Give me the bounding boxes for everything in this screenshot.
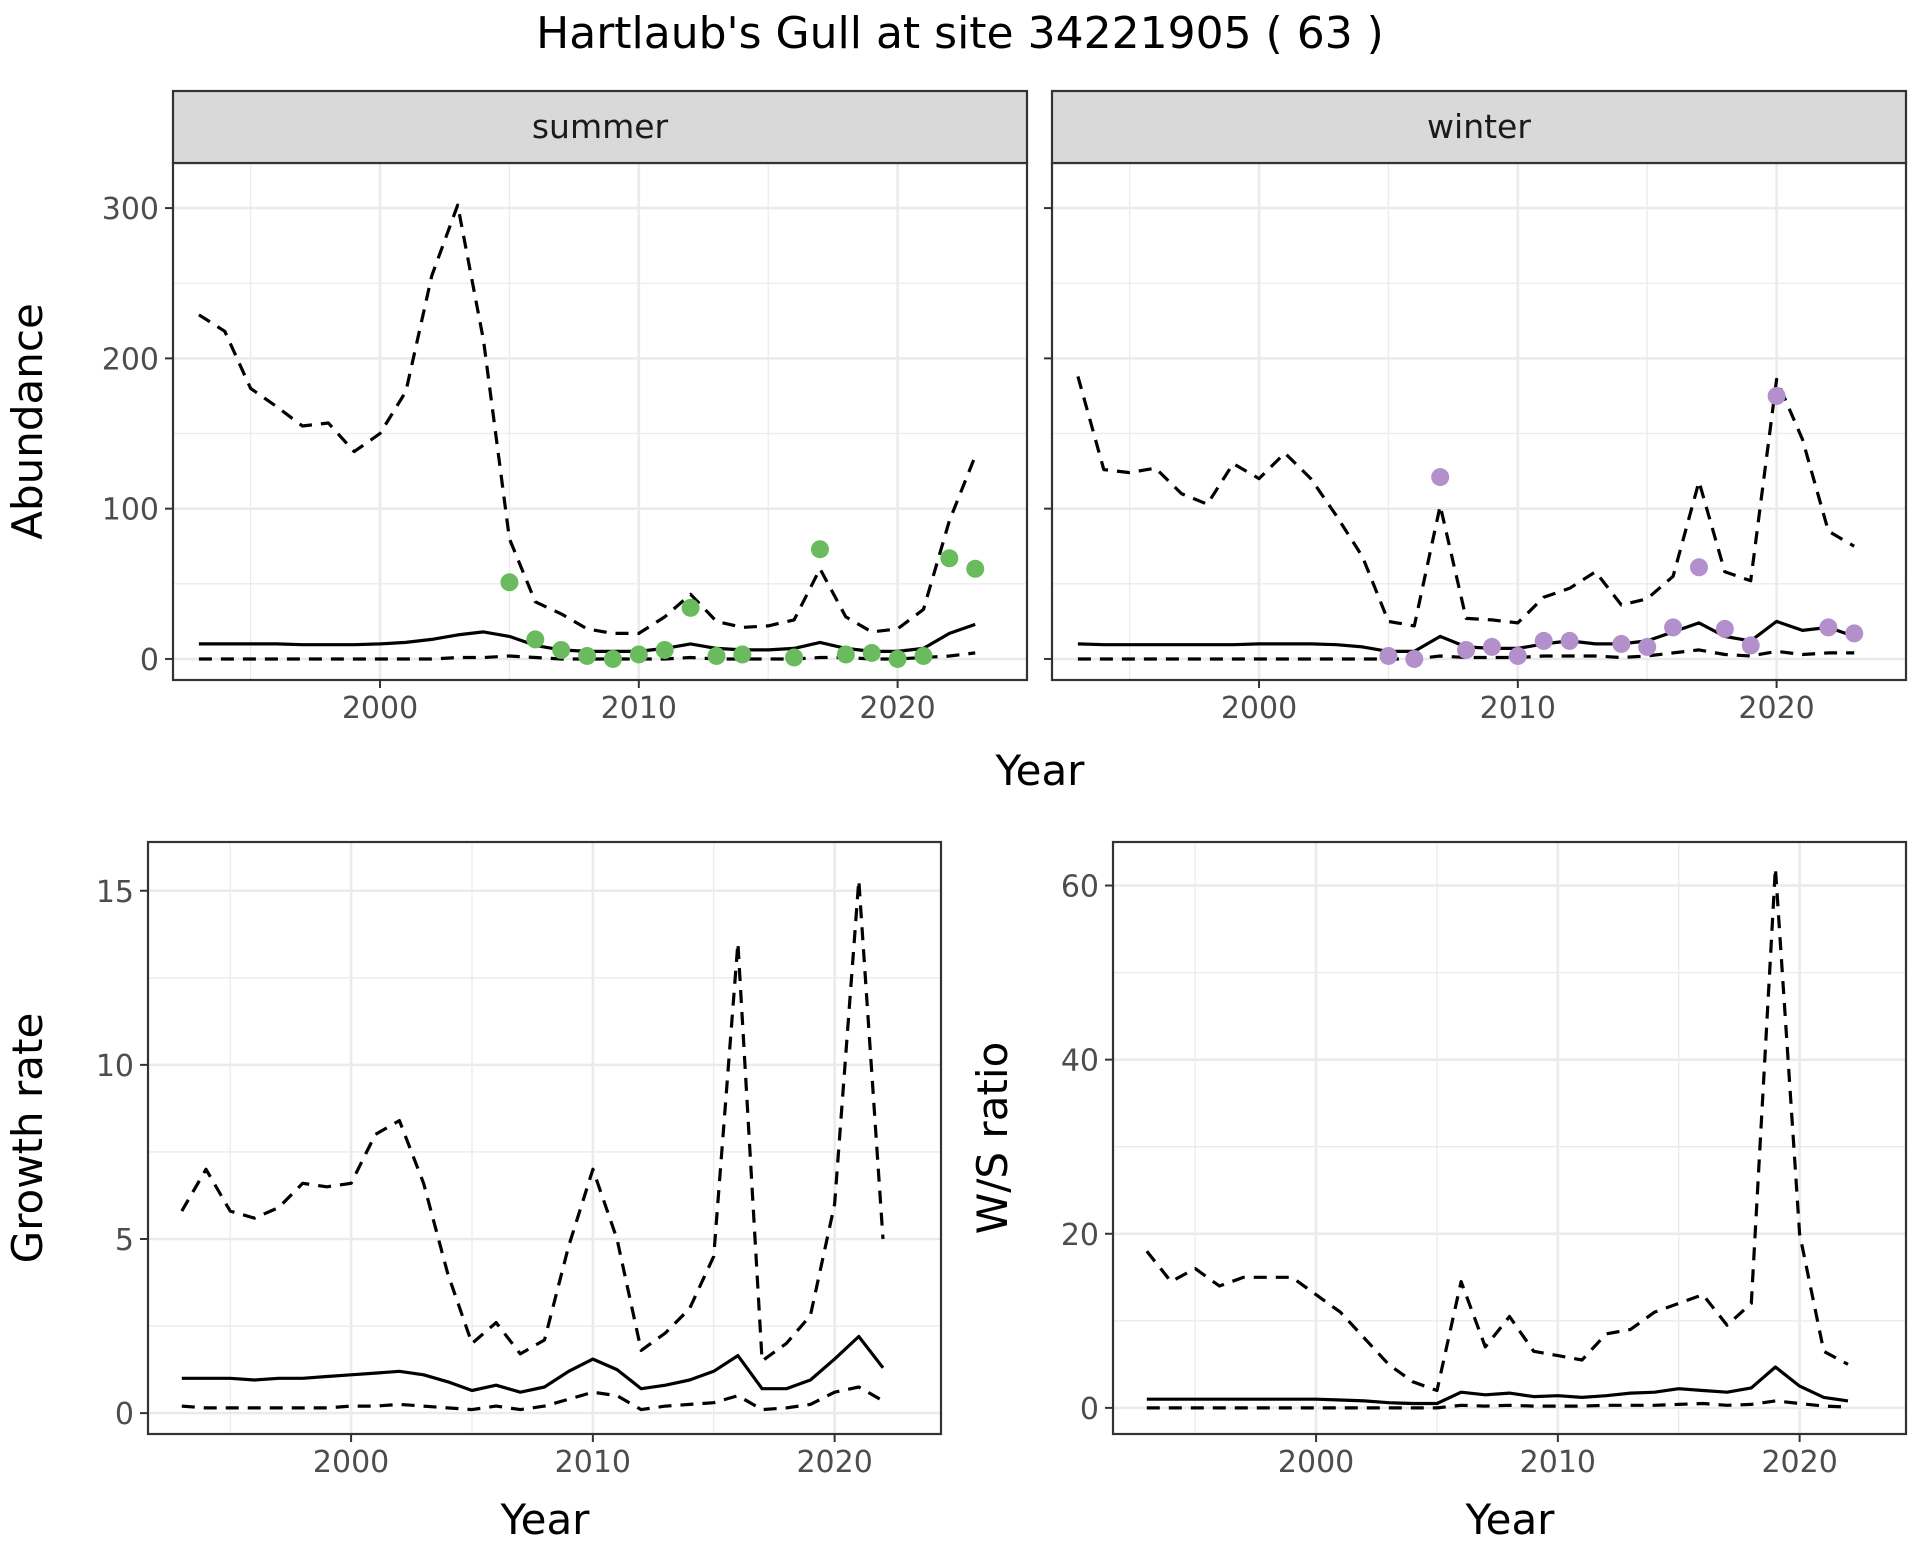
y-tick-label: 40 [1061,1044,1099,1079]
count-point [1482,637,1501,656]
y-tick-label: 0 [115,1397,134,1432]
count-point [914,646,933,665]
count-point [1560,631,1579,650]
y-axis-title: W/S ratio [968,1042,1017,1235]
count-point [1715,619,1734,638]
panel-background [173,163,1027,680]
count-point [1689,558,1708,577]
y-tick-label: 0 [1080,1392,1099,1427]
panel-ws-ratio: 2000 2010 2020 0 20 40 60 W/S ratio Year [968,840,1908,1544]
x-tick-label: 2000 [313,1445,389,1480]
count-point [785,648,804,667]
upper-bound-line [1145,866,1849,1393]
panel-background [1113,842,1906,1434]
count-point [940,549,959,568]
count-point [1819,618,1838,637]
x-tick-label: 2010 [1480,691,1556,726]
upper-bound-line [180,878,885,1363]
x-axis-title: Year [995,746,1086,795]
panel-border [1111,840,1908,1436]
x-tick-label: 2010 [1520,1445,1596,1480]
count-point [1508,646,1527,665]
x-axis-title: Year [1465,1495,1556,1544]
count-point [862,643,881,662]
y-axis-title: Growth rate [3,1013,52,1264]
count-point [681,598,700,617]
strip-label-winter: winter [1427,107,1531,146]
count-point [888,649,907,668]
x-tick-label: 2020 [859,691,935,726]
strip-background [171,89,1029,165]
x-tick-label: 2010 [601,691,677,726]
y-tick-label: 0 [140,643,159,678]
y-tick-label: 15 [96,875,134,910]
lower-bound-line [1077,648,1855,661]
y-tick-label: 5 [115,1223,134,1258]
x-tick-label: 2020 [1738,691,1814,726]
strip-background [1050,89,1908,165]
y-tick-label: 300 [102,192,159,227]
lower-bound-line [181,1385,884,1412]
panel-background [1052,163,1906,680]
chart-title: Hartlaub's Gull at site 34221905 ( 63 ) [536,8,1384,59]
x-tick-label: 2020 [796,1445,872,1480]
upper-bound-line [1076,375,1856,628]
count-point [1457,640,1476,659]
count-point [1379,646,1398,665]
y-tick-label: 20 [1061,1218,1099,1253]
count-point [578,646,597,665]
count-point [1741,636,1760,655]
panel-abundance-winter: winter 2000 2010 2020 Year [995,89,1908,795]
x-tick-label: 2010 [555,1445,631,1480]
panel-growth-rate: 2000 2010 2020 0 5 10 15 Growth rate Year [3,840,943,1544]
y-tick-label: 200 [102,342,159,377]
estimate-line [181,1334,885,1394]
count-point [552,640,571,659]
estimate-line [1146,1365,1849,1406]
strip-label-summer: summer [532,107,669,146]
count-point [1845,624,1864,643]
count-point [1612,634,1631,653]
count-point [500,573,519,592]
x-tick-label: 2000 [1278,1445,1354,1480]
count-point [603,649,622,668]
count-point [810,540,829,559]
count-point [1638,637,1657,656]
count-point [1431,468,1450,487]
x-tick-label: 2020 [1761,1445,1837,1480]
lower-bound-line [1146,1399,1849,1410]
count-point [1534,631,1553,650]
y-axis-title: Abundance [3,303,52,540]
y-tick-label: 10 [96,1049,134,1084]
count-point [836,645,855,664]
panel-abundance-summer: summer 2000 2010 2020 0 100 200 300 Abundance [3,89,1029,726]
count-point [526,630,545,649]
upper-bound-line [198,203,977,636]
x-tick-label: 2000 [342,691,418,726]
panel-border [146,840,943,1436]
y-tick-label: 100 [102,493,159,528]
x-tick-label: 2000 [1221,691,1297,726]
count-point [1767,386,1786,405]
count-point [733,645,752,664]
count-point [1664,618,1683,637]
count-point [655,640,674,659]
x-axis-title: Year [500,1495,591,1544]
count-point [966,559,985,578]
panel-background [148,842,941,1434]
count-point [1405,649,1424,668]
y-tick-label: 60 [1061,870,1099,905]
count-point [629,645,648,664]
count-point [707,646,726,665]
